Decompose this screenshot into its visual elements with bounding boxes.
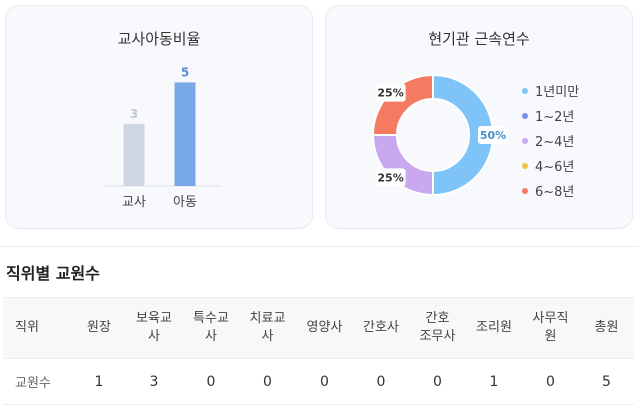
donut-data-label: 25% bbox=[375, 83, 406, 102]
row-label: 교원수 bbox=[3, 358, 73, 405]
table-header-cell: 간호사 bbox=[353, 297, 409, 359]
donut-label-text: 50% bbox=[480, 129, 506, 142]
table-cell: 0 bbox=[296, 358, 353, 405]
x-tick-label: 아동 bbox=[173, 195, 197, 210]
section-divider bbox=[0, 246, 639, 247]
table-header-cell: 사무직 원 bbox=[522, 297, 579, 359]
ratio-card-title: 교사아동비율 bbox=[117, 30, 201, 48]
legend-label: 4~6년 bbox=[535, 160, 575, 175]
legend-label: 2~4년 bbox=[535, 135, 575, 150]
legend-item: 4~6년 bbox=[522, 153, 579, 178]
table-header-cell: 치료교 사 bbox=[239, 297, 296, 359]
staff-section-title: 직위별 교원수 bbox=[6, 264, 100, 283]
table-header-cell: 간호 조무사 bbox=[409, 297, 466, 359]
tenure-card: 현기관 근속연수 50% 25% 25% 1년미만 1~2년 2~4년 4~6년 6~8년 bbox=[325, 5, 633, 229]
legend-label: 1~2년 bbox=[535, 110, 575, 125]
tenure-donut-chart: 50% 25% 25% bbox=[371, 73, 508, 197]
bar-아동 bbox=[174, 82, 196, 186]
table-cell: 0 bbox=[183, 358, 239, 405]
table-header-cell: 영양사 bbox=[296, 297, 353, 359]
table-header-cell: 특수교 사 bbox=[183, 297, 239, 359]
legend-label: 1년미만 bbox=[535, 85, 580, 100]
legend-label: 6~8년 bbox=[535, 185, 575, 200]
table-header-cell: 원장 bbox=[73, 297, 125, 359]
label-background bbox=[375, 168, 406, 187]
donut-slice bbox=[371, 73, 434, 136]
table-cell: 3 bbox=[125, 358, 183, 405]
donut-slice bbox=[432, 73, 494, 197]
table-cell: 1 bbox=[73, 358, 125, 405]
table-header-cell: 보육교 사 bbox=[125, 297, 183, 359]
bar-data-label: 5 bbox=[181, 65, 189, 79]
legend-dot-icon bbox=[522, 137, 528, 144]
table-cell: 0 bbox=[239, 358, 296, 405]
ratio-bar-chart: 3 교사 5 아동 bbox=[104, 65, 220, 210]
table-header-cell: 직위 bbox=[3, 297, 73, 359]
tenure-card-title: 현기관 근속연수 bbox=[428, 30, 530, 48]
bar-교사 bbox=[123, 123, 145, 186]
table-cell: 1 bbox=[466, 358, 522, 405]
donut-label-text: 25% bbox=[377, 171, 403, 184]
table-cell: 0 bbox=[409, 358, 466, 405]
donut-data-label: 50% bbox=[478, 126, 508, 144]
donut-data-label: 25% bbox=[375, 168, 406, 187]
table-header-cell: 조리원 bbox=[466, 297, 522, 359]
x-tick-label: 교사 bbox=[122, 195, 146, 210]
legend-dot-icon bbox=[522, 112, 528, 119]
table-cell: 0 bbox=[522, 358, 579, 405]
table-header-cell: 총원 bbox=[579, 297, 634, 359]
teacher-child-ratio-card: 교사아동비율 3 교사 5 아동 bbox=[5, 5, 313, 229]
label-background bbox=[375, 83, 406, 102]
legend-dot-icon bbox=[522, 162, 528, 169]
legend-item: 2~4년 bbox=[522, 128, 579, 153]
table-cell: 0 bbox=[353, 358, 409, 405]
legend-item: 1년미만 bbox=[522, 78, 579, 103]
bar-data-label: 3 bbox=[130, 107, 138, 121]
legend-dot-icon bbox=[522, 187, 528, 194]
donut-label-text: 25% bbox=[377, 87, 403, 100]
label-background bbox=[478, 126, 508, 144]
tenure-legend: 1년미만 1~2년 2~4년 4~6년 6~8년 bbox=[522, 78, 579, 203]
legend-item: 1~2년 bbox=[522, 103, 579, 128]
legend-item: 6~8년 bbox=[522, 178, 579, 203]
legend-dot-icon bbox=[522, 87, 528, 94]
table-cell: 5 bbox=[579, 358, 634, 405]
